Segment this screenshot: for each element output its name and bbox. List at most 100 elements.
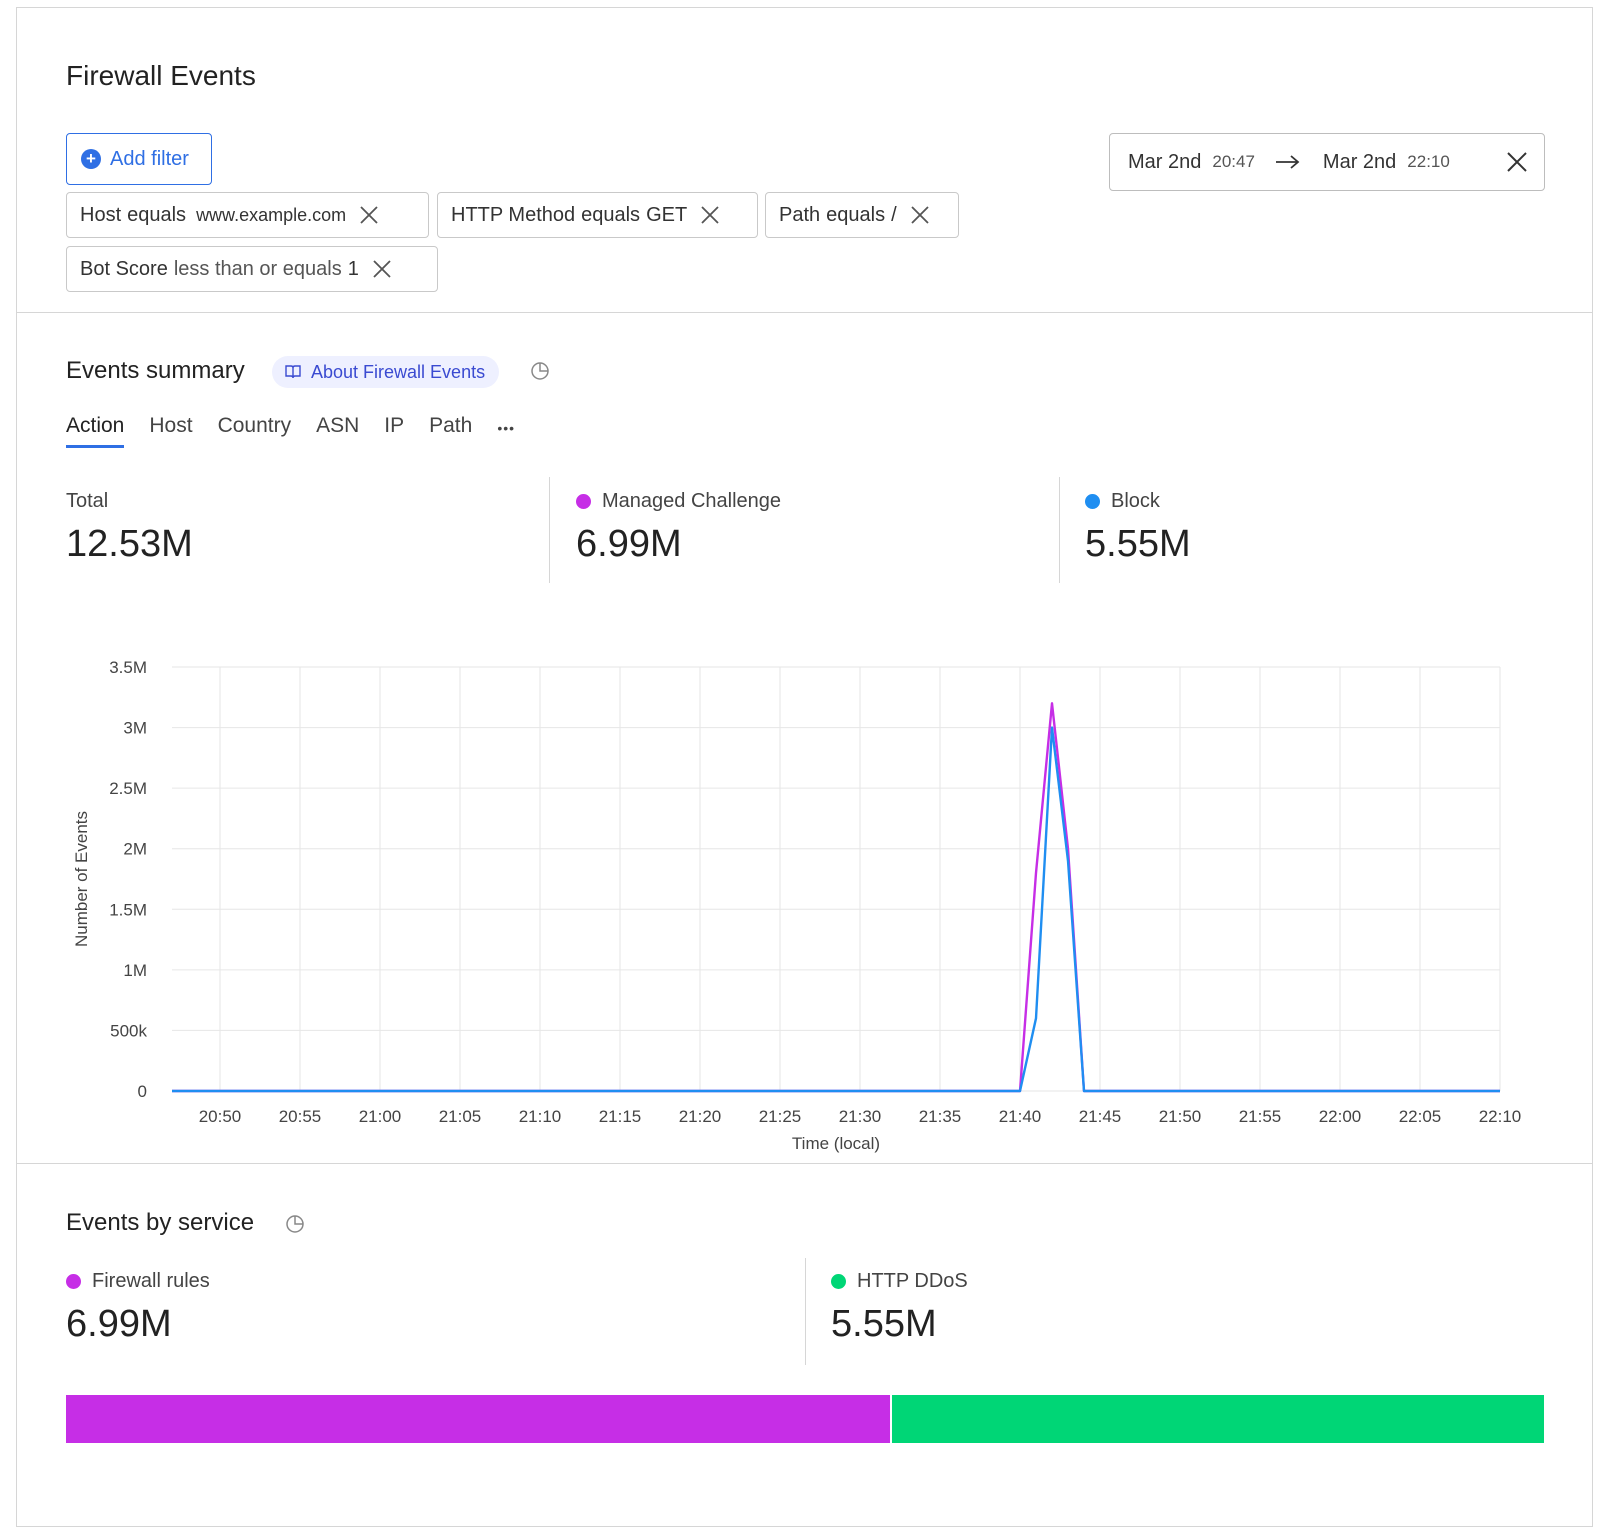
x-tick-label: 21:25: [759, 1107, 802, 1126]
stat-divider: [549, 477, 550, 583]
filter-field: Bot Score: [80, 257, 168, 280]
x-tick-label: 22:00: [1319, 1107, 1362, 1126]
y-tick-label: 0: [138, 1082, 147, 1101]
close-icon[interactable]: [1506, 151, 1528, 173]
x-tick-label: 21:50: [1159, 1107, 1202, 1126]
x-tick-label: 21:15: [599, 1107, 642, 1126]
service-stat-http-ddos[interactable]: HTTP DDoS 5.55M: [831, 1270, 968, 1346]
close-icon[interactable]: [909, 204, 931, 226]
x-tick-label: 21:45: [1079, 1107, 1122, 1126]
stat-label: HTTP DDoS: [857, 1270, 968, 1292]
page-title: Firewall Events: [66, 60, 256, 91]
y-axis-label: Number of Events: [72, 811, 91, 947]
sampling-pie-icon[interactable]: [285, 1214, 305, 1234]
x-tick-label: 21:10: [519, 1107, 562, 1126]
about-label: About Firewall Events: [311, 361, 486, 382]
filter-value: /: [891, 203, 897, 226]
x-tick-label: 22:05: [1399, 1107, 1442, 1126]
bar-segment-firewall-rules[interactable]: [66, 1395, 891, 1443]
events-by-service-title: Events by service: [66, 1209, 255, 1236]
about-firewall-events-link[interactable]: About Firewall Events: [272, 356, 500, 388]
x-tick-label: 21:30: [839, 1107, 882, 1126]
book-icon: [285, 365, 301, 379]
y-tick-label: 3.5M: [109, 658, 147, 677]
filter-value: GET: [646, 203, 688, 226]
filter-op: less than or equals: [173, 257, 342, 280]
legend-dot: [576, 494, 591, 509]
filter-field: Path: [779, 203, 821, 226]
filter-field: HTTP Method: [451, 203, 576, 226]
y-tick-label: 2M: [123, 840, 147, 859]
x-tick-label: 21:40: [999, 1107, 1042, 1126]
summary-tabs: Action Host Country ASN IP Path •••: [66, 414, 515, 448]
filter-op: equals: [826, 203, 886, 226]
close-icon[interactable]: [699, 204, 721, 226]
tab-asn[interactable]: ASN: [316, 414, 360, 437]
close-icon[interactable]: [371, 258, 393, 280]
arrow-right-icon: [1275, 155, 1300, 169]
service-stat-firewall-rules[interactable]: Firewall rules 6.99M: [66, 1270, 210, 1346]
x-tick-label: 20:55: [279, 1107, 322, 1126]
filter-chip-path[interactable]: Path equals /: [765, 192, 959, 238]
series-line-managed-challenge: [172, 702, 1500, 1093]
filter-value: www.example.com: [196, 204, 347, 225]
stat-label: Managed Challenge: [602, 490, 782, 512]
events-summary-title: Events summary: [66, 357, 245, 384]
bar-segment-http-ddos[interactable]: [890, 1395, 1544, 1443]
section-divider: [17, 1163, 1592, 1164]
service-proportion-bar: [66, 1395, 1544, 1443]
date-range-picker[interactable]: Mar 2nd 20:47 Mar 2nd 22:10: [1109, 133, 1545, 191]
tab-ip[interactable]: IP: [384, 414, 405, 437]
stat-divider: [1059, 477, 1060, 583]
y-tick-label: 1M: [123, 961, 147, 980]
filter-op: equals: [581, 203, 641, 226]
x-tick-label: 22:10: [1479, 1107, 1522, 1126]
stat-label: Block: [1111, 490, 1160, 512]
add-filter-label: Add filter: [110, 147, 189, 170]
start-date: Mar 2nd: [1128, 150, 1202, 173]
filter-chip-http-method[interactable]: HTTP Method equals GET: [437, 192, 758, 238]
tab-country[interactable]: Country: [217, 414, 292, 437]
y-tick-label: 2.5M: [109, 779, 147, 798]
y-tick-label: 3M: [123, 719, 147, 738]
plus-circle-icon: +: [81, 149, 101, 169]
tab-host[interactable]: Host: [149, 414, 193, 437]
x-axis-label: Time (local): [792, 1134, 880, 1153]
stat-value: 12.53M: [66, 523, 193, 565]
tab-path[interactable]: Path: [429, 414, 473, 437]
stat-divider: [805, 1258, 806, 1365]
events-line-chart: 0 500k 1M 1.5M 2M 2.5M 3M 3.5M 20:50 20:55 21:00 21…: [72, 658, 1522, 1153]
stat-total: Total 12.53M: [66, 490, 193, 566]
section-divider: [17, 312, 1592, 313]
stat-block[interactable]: Block 5.55M: [1085, 490, 1191, 566]
filter-op: equals: [127, 203, 187, 226]
stat-label: Total: [66, 490, 109, 512]
tab-action[interactable]: Action: [66, 414, 125, 448]
stat-value: 5.55M: [1085, 523, 1191, 565]
legend-dot: [831, 1274, 846, 1289]
filter-chip-bot-score[interactable]: Bot Score less than or equals 1: [66, 246, 438, 292]
close-icon[interactable]: [358, 204, 380, 226]
end-date: Mar 2nd: [1322, 150, 1397, 173]
more-tabs-button[interactable]: •••: [497, 420, 516, 436]
legend-dot: [66, 1274, 81, 1289]
series-line-block: [172, 726, 1500, 1093]
start-time: 20:47: [1212, 152, 1255, 171]
stat-value: 5.55M: [831, 1303, 937, 1345]
stat-value: 6.99M: [576, 523, 682, 565]
y-tick-label: 500k: [110, 1021, 147, 1040]
add-filter-button[interactable]: + Add filter: [66, 133, 212, 185]
x-tick-label: 21:35: [919, 1107, 962, 1126]
x-tick-label: 21:00: [359, 1107, 402, 1126]
sampling-pie-icon[interactable]: [530, 361, 550, 381]
stat-managed-challenge[interactable]: Managed Challenge 6.99M: [576, 490, 781, 566]
x-tick-label: 20:50: [199, 1107, 242, 1126]
stat-value: 6.99M: [66, 1303, 172, 1345]
x-tick-label: 21:55: [1239, 1107, 1282, 1126]
x-tick-label: 21:05: [439, 1107, 482, 1126]
filter-chip-host[interactable]: Host equals www.example.com: [66, 192, 429, 238]
stat-label: Firewall rules: [92, 1270, 210, 1292]
filter-value: 1: [347, 257, 359, 280]
y-tick-label: 1.5M: [109, 900, 147, 919]
x-tick-label: 21:20: [679, 1107, 722, 1126]
